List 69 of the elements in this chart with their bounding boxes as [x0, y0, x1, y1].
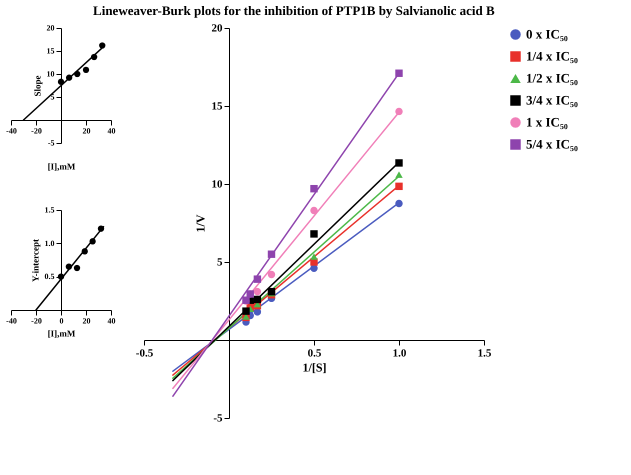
- x-tick-label: -0.5: [136, 348, 154, 360]
- legend-label: 0 x IC₅₀: [526, 26, 568, 42]
- point: [99, 42, 106, 49]
- point: [395, 108, 403, 116]
- y-axis-title: Slope: [32, 75, 42, 97]
- legend-label: 1/2 x IC₅₀: [526, 70, 578, 86]
- y-axis-title: 1/V: [194, 214, 208, 232]
- y-tick-label: 10: [212, 178, 223, 190]
- x-tick-label: -40: [6, 126, 17, 136]
- point: [82, 66, 90, 74]
- point: [310, 184, 318, 192]
- x-tick-label: 20: [82, 126, 90, 136]
- point: [74, 264, 80, 272]
- y-tick-label: -5: [213, 412, 223, 424]
- y-tick-label: 20: [46, 24, 54, 32]
- point: [310, 264, 318, 272]
- point: [89, 238, 96, 244]
- x-tick-label: 1.5: [478, 348, 492, 360]
- point: [395, 171, 403, 178]
- point: [395, 159, 403, 167]
- point: [82, 248, 88, 254]
- x-tick-label: 20: [82, 316, 90, 326]
- point: [310, 230, 318, 238]
- x-tick-label: -20: [31, 126, 42, 136]
- point: [66, 264, 72, 270]
- point: [310, 253, 318, 260]
- legend-label: 5/4 x IC₅₀: [526, 136, 578, 152]
- legend-label: 3/4 x IC₅₀: [526, 92, 578, 108]
- y-tick-label: -5: [48, 138, 54, 148]
- x-axis-title: [I],mM: [48, 328, 76, 338]
- point: [66, 74, 72, 81]
- point: [395, 200, 403, 208]
- point: [74, 70, 80, 78]
- x-tick-label: 1.0: [392, 348, 407, 360]
- x-tick-label: 0.5: [308, 348, 322, 360]
- point: [268, 270, 276, 278]
- point: [395, 70, 403, 77]
- point: [58, 274, 64, 280]
- y-axis-title: Y-intercept: [30, 239, 40, 282]
- x-tick-label: -40: [6, 316, 17, 326]
- x-tick-label: 40: [108, 126, 116, 136]
- chart-title: Lineweaver-Burk plots for the inhibition of PTP1B by Salvianolic acid B: [93, 3, 495, 18]
- point: [242, 307, 250, 315]
- point: [310, 206, 318, 214]
- y-tick-label: 5: [217, 256, 223, 268]
- point: [98, 226, 104, 232]
- y-tick-label: 10: [46, 70, 54, 78]
- point: [268, 288, 276, 296]
- point: [58, 78, 64, 85]
- point: [395, 182, 403, 190]
- point: [90, 54, 98, 60]
- point: [254, 275, 262, 283]
- legend-label: 1 x IC₅₀: [526, 114, 568, 130]
- point: [254, 288, 262, 296]
- y-tick-label: 15: [212, 100, 223, 112]
- y-tick-label: 1.5: [44, 206, 54, 214]
- x-axis-title: [I],mM: [48, 162, 76, 172]
- x-tick-label: 40: [108, 316, 116, 326]
- legend-label: 1/4 x IC₅₀: [526, 48, 578, 64]
- x-tick-label: 0: [60, 316, 64, 326]
- x-axis-title: 1/[S]: [302, 360, 327, 374]
- y-tick-label: 5: [50, 92, 54, 102]
- y-tick-label: 20: [212, 22, 223, 34]
- x-tick-label: -20: [31, 316, 42, 326]
- y-tick-label: 1.0: [44, 238, 54, 248]
- point: [268, 250, 276, 258]
- point: [254, 296, 262, 304]
- y-tick-label: 15: [46, 46, 54, 56]
- y-tick-label: 0.5: [44, 272, 54, 282]
